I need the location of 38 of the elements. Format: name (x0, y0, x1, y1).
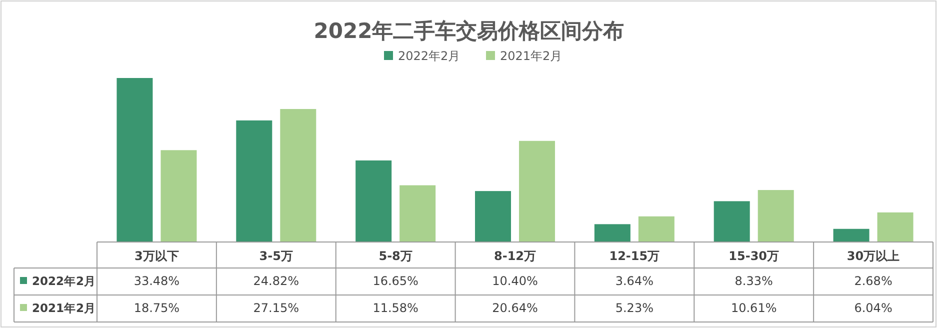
data-label: 10.40% (492, 274, 538, 288)
data-label: 11.58% (372, 301, 418, 315)
data-label: 6.04% (854, 301, 892, 315)
data-label: 24.82% (253, 274, 300, 288)
bar (638, 216, 674, 242)
data-label: 5.23% (615, 301, 654, 315)
x-tick-label: 8-12万 (494, 249, 536, 263)
legend-label: 2021年2月 (500, 49, 562, 63)
x-tick-label: 3万以下 (134, 249, 179, 263)
bar (714, 201, 750, 242)
data-label: 2.68% (854, 274, 892, 288)
bar (475, 191, 511, 242)
data-label: 3.64% (615, 274, 654, 288)
bar (594, 224, 630, 242)
data-label: 27.15% (253, 301, 300, 315)
data-label: 20.64% (492, 301, 538, 315)
bar (356, 160, 392, 242)
x-tick-label: 30万以上 (846, 249, 900, 263)
bar (116, 78, 153, 242)
x-tick-label: 5-8万 (378, 249, 412, 263)
data-label: 8.33% (734, 274, 773, 288)
bar (877, 212, 914, 242)
data-label: 10.61% (730, 301, 777, 315)
x-tick-label: 3-5万 (259, 249, 293, 263)
bar (833, 228, 870, 242)
chart-title: 2022年二手车交易价格区间分布 (314, 19, 624, 43)
bar (400, 185, 436, 242)
bar (758, 190, 794, 242)
data-label: 16.65% (372, 274, 418, 288)
bar (160, 150, 197, 242)
data-label: 18.75% (134, 301, 180, 315)
x-tick-label: 15-30万 (728, 249, 780, 263)
bar (280, 109, 316, 242)
legend-label: 2022年2月 (398, 49, 460, 63)
data-label: 33.48% (134, 274, 180, 288)
bar (519, 140, 555, 242)
x-tick-label: 12-15万 (609, 249, 660, 263)
bar (236, 120, 272, 242)
